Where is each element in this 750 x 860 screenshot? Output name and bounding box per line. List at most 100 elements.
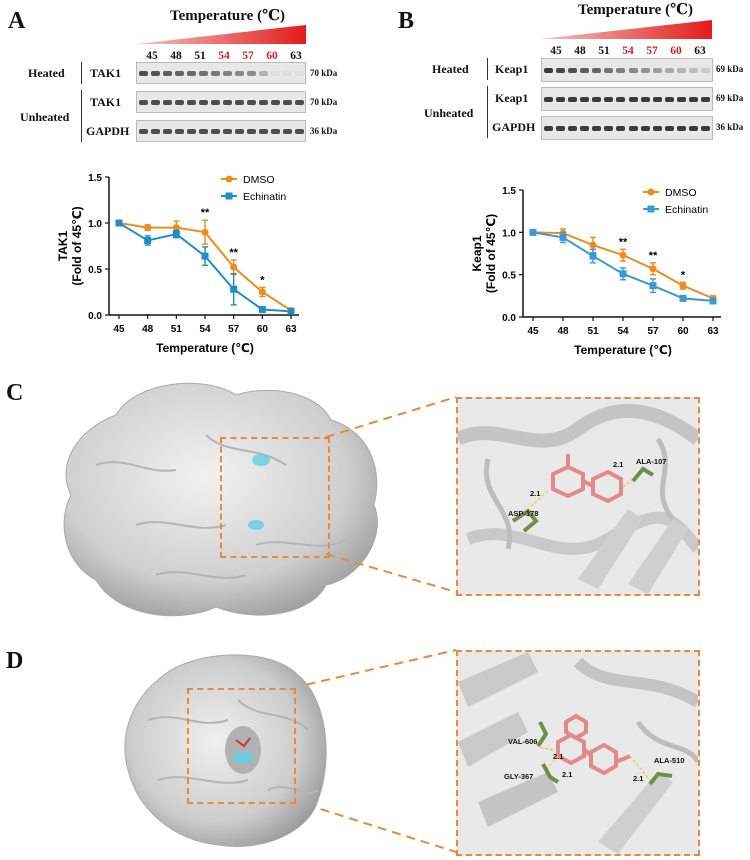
data-point bbox=[679, 294, 687, 302]
ribbon-structure-d bbox=[458, 652, 698, 854]
legend-label: DMSO bbox=[243, 174, 275, 186]
blot-gapdh-b bbox=[541, 116, 713, 140]
data-point bbox=[589, 252, 597, 260]
band bbox=[234, 100, 244, 105]
band bbox=[701, 97, 711, 102]
band bbox=[701, 68, 711, 73]
band bbox=[246, 71, 256, 76]
band bbox=[198, 71, 208, 76]
band bbox=[258, 71, 268, 76]
temp-label: 48 bbox=[170, 50, 182, 62]
temp-label: 45 bbox=[146, 50, 158, 62]
temperature-gradient-b bbox=[540, 20, 712, 39]
band bbox=[640, 97, 650, 102]
band bbox=[567, 97, 577, 102]
y-tick-label: 0.5 bbox=[502, 271, 516, 282]
band bbox=[282, 100, 292, 105]
ligand bbox=[551, 454, 623, 504]
x-tick-label: 48 bbox=[142, 324, 154, 335]
band bbox=[616, 68, 626, 73]
x-tick-label: 57 bbox=[228, 324, 240, 335]
data-point bbox=[258, 288, 266, 296]
residue-label: VAL-606 bbox=[508, 737, 538, 746]
data-point bbox=[144, 236, 152, 244]
band bbox=[186, 129, 196, 134]
blot-heated-a bbox=[136, 62, 306, 84]
data-point bbox=[649, 265, 657, 273]
band bbox=[664, 126, 675, 131]
band bbox=[689, 97, 699, 102]
band bbox=[604, 68, 614, 73]
band bbox=[677, 97, 687, 102]
band bbox=[258, 100, 268, 105]
data-point bbox=[230, 285, 238, 293]
data-point bbox=[258, 305, 266, 313]
temp-label: 48 bbox=[574, 45, 586, 57]
legend-marker bbox=[225, 192, 233, 200]
x-tick-label: 45 bbox=[527, 326, 539, 337]
band bbox=[270, 100, 280, 105]
band bbox=[652, 68, 662, 73]
protein-label-heated-b: Keap1 bbox=[495, 62, 529, 76]
x-axis-label: Temperature (℃) bbox=[574, 343, 672, 357]
significance-mark: ** bbox=[619, 236, 628, 248]
band bbox=[579, 126, 590, 131]
data-point bbox=[559, 233, 567, 241]
unheated-label-a: Unheated bbox=[20, 110, 70, 124]
band bbox=[270, 71, 280, 76]
panel-label-a: A bbox=[8, 8, 26, 34]
band bbox=[664, 97, 675, 102]
divider bbox=[487, 86, 488, 138]
y-tick-label: 0.0 bbox=[502, 313, 516, 324]
distance-label: 2.1 bbox=[613, 460, 624, 469]
data-point bbox=[172, 230, 180, 238]
x-tick-label: 51 bbox=[587, 326, 599, 337]
blot-unheated-b bbox=[541, 87, 713, 111]
data-point bbox=[201, 252, 209, 260]
band bbox=[555, 68, 565, 73]
heated-label-a: Heated bbox=[28, 66, 65, 80]
y-axis-label: Keap1 bbox=[470, 235, 484, 271]
temp-label: 60 bbox=[670, 45, 682, 57]
ribbon-structure-c bbox=[458, 403, 698, 594]
docking-detail-c: ALA-107 ASP-178 2.1 2.1 bbox=[456, 397, 700, 596]
band bbox=[677, 126, 687, 131]
protein-label-unheated-a: TAK1 bbox=[90, 95, 122, 109]
band bbox=[652, 97, 662, 102]
band bbox=[567, 68, 577, 73]
data-point bbox=[709, 297, 717, 305]
blot-heated-b bbox=[541, 58, 713, 82]
temp-label: 57 bbox=[242, 50, 254, 62]
blot-unheated-a bbox=[136, 91, 306, 113]
significance-mark: * bbox=[681, 269, 686, 281]
band bbox=[604, 97, 614, 102]
temperature-gradient-a bbox=[136, 25, 306, 44]
temp-label: 57 bbox=[646, 45, 658, 57]
kda-label: 36 kDa bbox=[310, 126, 338, 136]
temp-label: 54 bbox=[622, 45, 634, 57]
kda-label: 69 kDa bbox=[716, 64, 744, 74]
band bbox=[210, 129, 220, 134]
band bbox=[138, 71, 148, 76]
heated-label-b: Heated bbox=[432, 62, 469, 76]
data-point bbox=[649, 282, 657, 290]
kda-label: 36 kDa bbox=[716, 122, 744, 132]
band bbox=[222, 71, 232, 76]
x-tick-label: 54 bbox=[617, 326, 629, 337]
band bbox=[543, 126, 553, 131]
unheated-label-b: Unheated bbox=[424, 106, 474, 120]
legend-label: Echinatin bbox=[243, 191, 286, 203]
band bbox=[150, 129, 160, 134]
y-axis-label: (Fold of 45℃) bbox=[484, 214, 498, 293]
band bbox=[174, 100, 184, 105]
band bbox=[162, 71, 172, 76]
distance-label: 2.1 bbox=[562, 770, 573, 779]
zoom-box-d bbox=[187, 688, 296, 804]
distance-label: 2.1 bbox=[633, 774, 644, 783]
band bbox=[150, 100, 160, 105]
band bbox=[150, 71, 160, 76]
band bbox=[640, 126, 650, 131]
band bbox=[210, 100, 220, 105]
temperature-labels-b: 45 48 51 54 57 60 63 bbox=[544, 41, 714, 59]
